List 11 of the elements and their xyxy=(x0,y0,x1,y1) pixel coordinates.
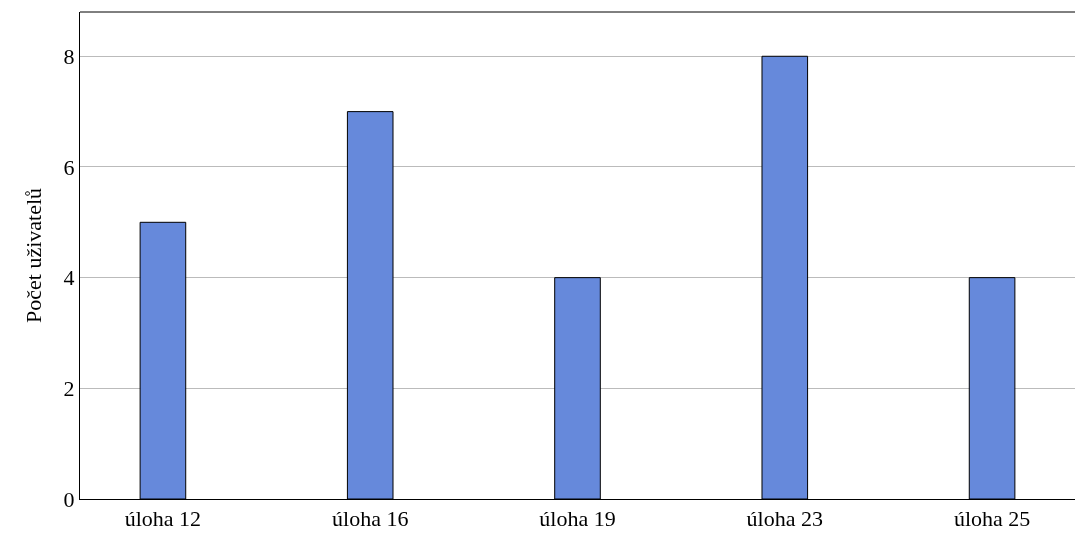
y-tick-label: 6 xyxy=(63,154,75,180)
y-axis-title: Počet uživatelů xyxy=(21,187,47,324)
y-tick-label: 8 xyxy=(63,43,75,69)
x-tick-label: úloha 25 xyxy=(953,506,1031,532)
x-tick-label: úloha 12 xyxy=(124,506,202,532)
y-tick-label: 4 xyxy=(63,265,75,291)
y-tick-label: 0 xyxy=(63,486,75,512)
x-tick-label: úloha 23 xyxy=(746,506,823,532)
y-tick-label: 2 xyxy=(63,376,75,402)
x-tick-label: úloha 16 xyxy=(332,506,409,532)
x-tick-label: úloha 19 xyxy=(539,506,616,532)
